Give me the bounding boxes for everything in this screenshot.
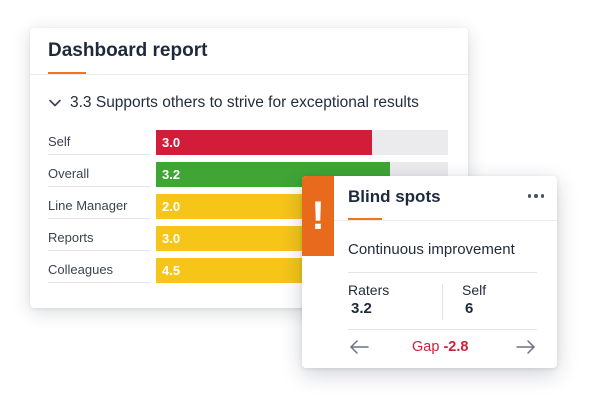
blind-spots-header: Blind spots	[334, 176, 557, 221]
row-label: Colleagues	[48, 256, 150, 283]
divider	[348, 329, 537, 330]
dashboard-header: Dashboard report	[30, 28, 468, 75]
dashboard-title: Dashboard report	[48, 40, 208, 61]
dot	[534, 194, 538, 198]
alert-badge: !	[302, 176, 334, 256]
self-stat: Self 6	[462, 282, 486, 317]
score-bar	[156, 226, 308, 251]
raters-value: 3.2	[351, 300, 372, 317]
gap-indicator: Gap -2.8	[412, 339, 468, 355]
title-underline	[48, 72, 86, 74]
row-label: Overall	[48, 160, 150, 187]
chevron-down-icon[interactable]	[48, 96, 62, 110]
score-bar	[156, 258, 308, 283]
raters-stat: Raters 3.2	[348, 282, 389, 317]
dot	[527, 194, 532, 198]
score-value: 2.0	[162, 199, 181, 214]
self-value: 6	[465, 300, 474, 317]
section-title: 3.3 Supports others to strive for except…	[70, 94, 419, 111]
gap-label: Gap	[412, 339, 440, 355]
score-value: 3.0	[162, 231, 181, 246]
blind-spots-title: Blind spots	[348, 187, 441, 206]
score-bar-track: 3.0	[156, 130, 448, 155]
arrow-left-icon[interactable]	[348, 338, 370, 356]
score-row-self: Self 3.0	[48, 128, 448, 160]
blind-spot-topic: Continuous improvement	[348, 241, 515, 258]
arrow-right-icon[interactable]	[515, 338, 537, 356]
section-toggle[interactable]: 3.3 Supports others to strive for except…	[48, 94, 419, 112]
title-underline	[348, 218, 382, 220]
more-options-icon[interactable]	[525, 186, 547, 206]
row-label: Line Manager	[48, 192, 150, 219]
exclamation-icon: !	[311, 194, 325, 238]
row-label: Reports	[48, 224, 150, 251]
score-bar	[156, 194, 308, 219]
row-label: Self	[48, 128, 150, 155]
blind-spots-card: ! Blind spots Continuous improvement Rat…	[302, 176, 557, 368]
divider	[348, 272, 537, 273]
raters-label: Raters	[348, 282, 390, 298]
score-value: 4.5	[162, 263, 181, 278]
score-comparison: Raters 3.2 Self 6	[348, 282, 538, 324]
score-bar	[156, 130, 373, 155]
score-value: 3.2	[162, 167, 181, 182]
dot	[540, 194, 545, 198]
self-label: Self	[462, 282, 487, 298]
stat-divider	[442, 284, 443, 320]
gap-value: -2.8	[443, 339, 469, 355]
score-value: 3.0	[162, 135, 181, 150]
